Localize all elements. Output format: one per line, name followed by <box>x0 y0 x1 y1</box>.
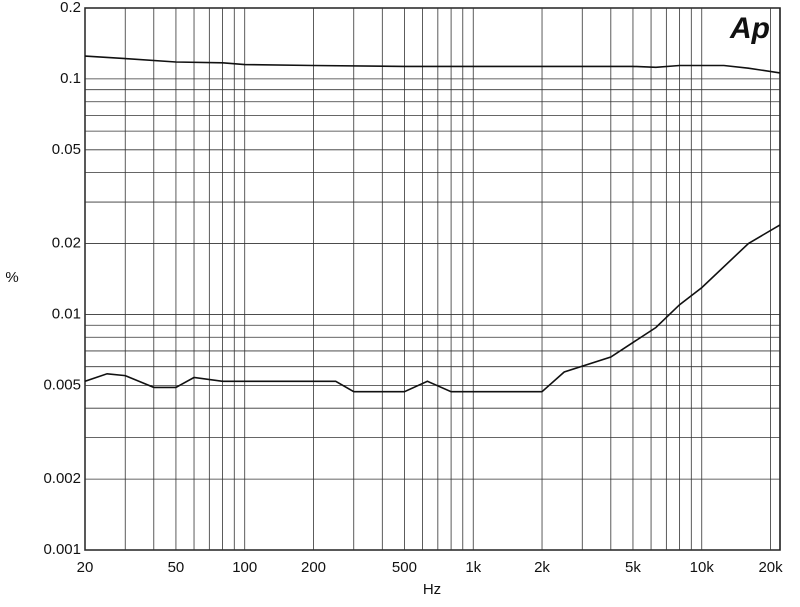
y-tick-label: 0.01 <box>52 305 81 322</box>
y-tick-label: 0.05 <box>52 141 81 158</box>
x-tick-label: 2k <box>534 559 550 576</box>
data-line <box>84 55 781 74</box>
y-axis-label: % <box>5 269 18 286</box>
y-tick-label: 0.002 <box>43 470 81 487</box>
y-tick-label: 0.02 <box>52 235 81 252</box>
data-line <box>84 224 781 393</box>
x-tick-label: 5k <box>625 559 641 576</box>
x-tick-label: 200 <box>301 559 326 576</box>
logo: Ap <box>729 12 770 45</box>
plot-frame <box>84 7 781 551</box>
x-axis-label: Hz <box>423 581 441 598</box>
x-tick-label: 20k <box>758 559 783 576</box>
x-tick-label: 100 <box>232 559 257 576</box>
x-tick-label: 20 <box>77 559 94 576</box>
x-tick-label: 50 <box>168 559 185 576</box>
y-tick-label: 0.2 <box>60 0 81 16</box>
x-tick-label: 1k <box>465 559 481 576</box>
x-tick-label: 500 <box>392 559 417 576</box>
y-tick-label: 0.1 <box>60 70 81 87</box>
y-tick-label: 0.005 <box>43 376 81 393</box>
y-tick-label: 0.001 <box>43 541 81 558</box>
x-tick-label: 10k <box>690 559 715 576</box>
